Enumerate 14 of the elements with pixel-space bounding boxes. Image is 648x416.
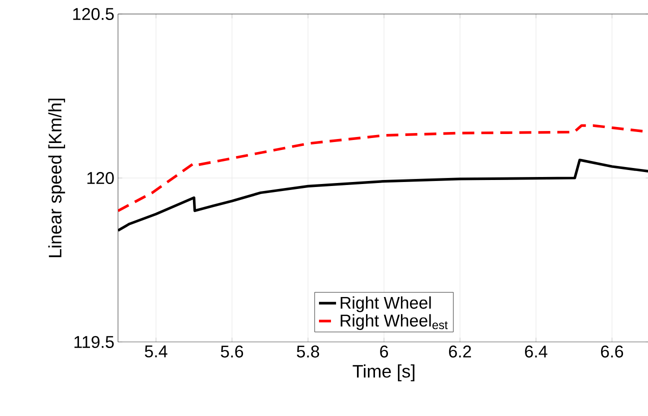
- x-tick-label: 6.6: [601, 346, 624, 358]
- x-axis-title: Time [s]: [352, 364, 414, 382]
- legend-label: Right Wheel$_{est}$: [340, 314, 448, 330]
- x-tick-label: 6: [380, 346, 388, 358]
- x-tick-label: 5.6: [220, 346, 244, 358]
- x-tick-label: 5.8: [296, 346, 320, 358]
- y-tick-label: 120.5: [73, 8, 114, 20]
- y-tick-label: 119.5: [74, 336, 114, 348]
- y-axis-title: Linear speed [Km/h]: [48, 98, 66, 258]
- legend-label: Right Wheel: [340, 296, 431, 312]
- x-tick-label: 5.4: [144, 346, 168, 358]
- y-tick-label: 120: [87, 172, 114, 184]
- x-tick-label: 6.2: [449, 346, 471, 358]
- x-tick-label: 6.4: [525, 346, 548, 358]
